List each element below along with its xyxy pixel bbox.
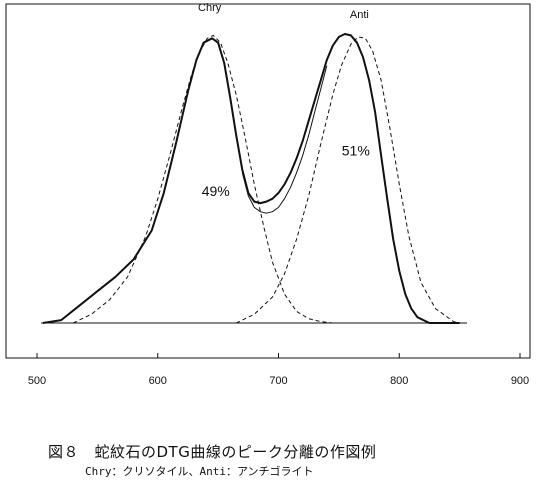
- x-tick-label-500: 500: [28, 375, 46, 387]
- x-axis: 500 600 700 800 900: [28, 353, 529, 387]
- annotation-49-percent: 49%: [202, 183, 230, 199]
- series-line-2-solid-thin: [241, 65, 328, 214]
- annotation-chry: Chry: [198, 2, 222, 14]
- figure-caption: 図８ 蛇紋石のDTG曲線のピーク分離の作図例: [48, 443, 377, 461]
- series-line-1-solid-thick: [42, 33, 460, 324]
- annotation-anti: Anti: [350, 9, 369, 21]
- x-tick-label-700: 700: [269, 375, 287, 387]
- series-line-4-dashed: [235, 36, 460, 324]
- annotation-51-percent: 51%: [342, 142, 370, 158]
- x-tick-label-800: 800: [390, 375, 408, 387]
- x-tick-label-900: 900: [511, 375, 529, 387]
- series-line-3-dashed: [72, 34, 333, 324]
- plot-frame: [5, 3, 531, 359]
- dtg-chart: 500 600 700 800 900 Chry Anti 49% 51%: [5, 2, 531, 387]
- figure-legend-note: Chry：クリソタイル、Anti：アンチゴライト: [85, 465, 314, 478]
- x-tick-label-600: 600: [149, 375, 167, 387]
- series-layer: [42, 33, 460, 324]
- annotation-layer: Chry Anti 49% 51%: [198, 2, 370, 199]
